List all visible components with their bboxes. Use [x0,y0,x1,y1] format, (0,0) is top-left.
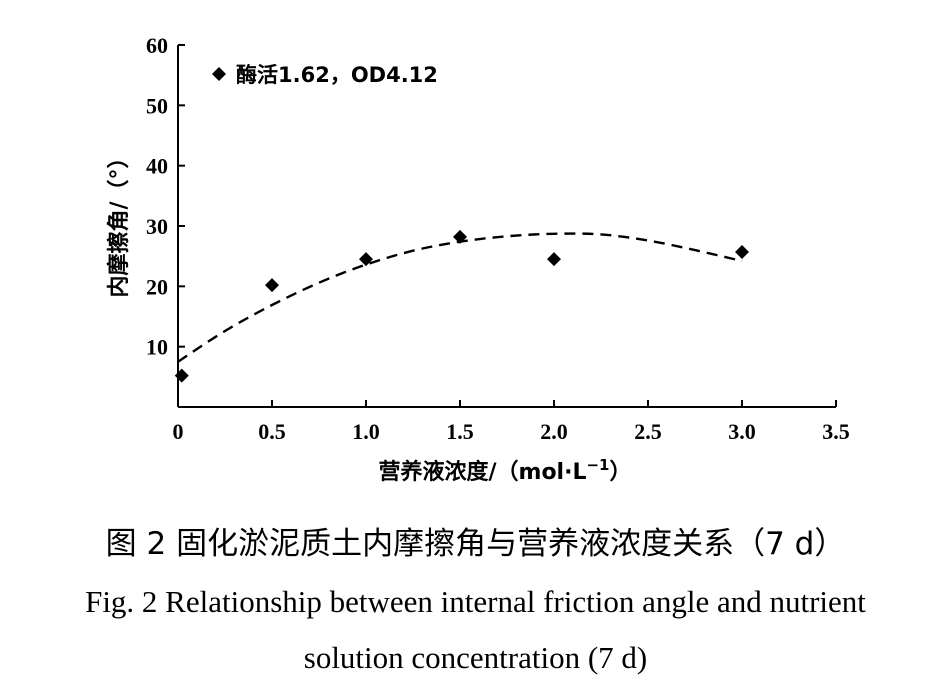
data-point [265,278,279,293]
data-points [174,229,749,383]
y-axis-title: 内摩擦角/（°） [106,146,132,297]
figure-caption-chinese: 图 2 固化淤泥质土内摩擦角与营养液浓度关系（7 d） [105,526,846,562]
x-tick-label: 2.5 [634,419,662,444]
x-tick-label: 3.5 [822,419,850,444]
x-axis-ticks: 0 0.5 1.0 1.5 2.0 2.5 3.0 3.5 [173,400,850,444]
legend-marker-diamond [212,67,226,81]
trend-line [177,232,743,363]
x-tick-label: 1.0 [352,419,380,444]
chart: 0 0.5 1.0 1.5 2.0 2.5 3.0 3.5 10 20 30 40 50 60 酶活1.… [106,33,850,485]
data-point [174,368,189,383]
data-point [453,229,467,244]
x-tick-label: 3.0 [728,419,756,444]
x-axis-title: 营养液浓度/（mol·L−1） [378,456,631,485]
figure-caption-english-line2: solution concentration (7 d) [303,640,648,675]
x-tick-label: 2.0 [540,419,568,444]
data-point [359,252,373,267]
y-tick-label: 30 [146,214,168,239]
x-axis-title-main: 营养液浓度/（mol·L [378,459,586,485]
y-tick-label: 60 [146,33,168,58]
y-tick-label: 20 [146,274,168,299]
data-point [735,244,749,259]
y-axis-ticks: 10 20 30 40 50 60 [146,33,185,360]
x-tick-label: 0 [173,419,184,444]
x-axis-title-superscript: −1 [586,456,609,474]
legend-label: 酶活1.62，OD4.12 [236,63,438,87]
axes [177,45,836,408]
y-tick-label: 40 [146,154,168,179]
y-tick-label: 50 [146,93,168,118]
figure-caption-english-line1: Fig. 2 Relationship between internal fri… [85,584,866,619]
x-tick-label: 0.5 [258,419,286,444]
legend: 酶活1.62，OD4.12 [212,63,438,87]
data-point [547,252,561,267]
x-axis-title-close: ） [610,460,632,485]
x-tick-label: 1.5 [446,419,474,444]
y-tick-label: 10 [146,335,168,360]
